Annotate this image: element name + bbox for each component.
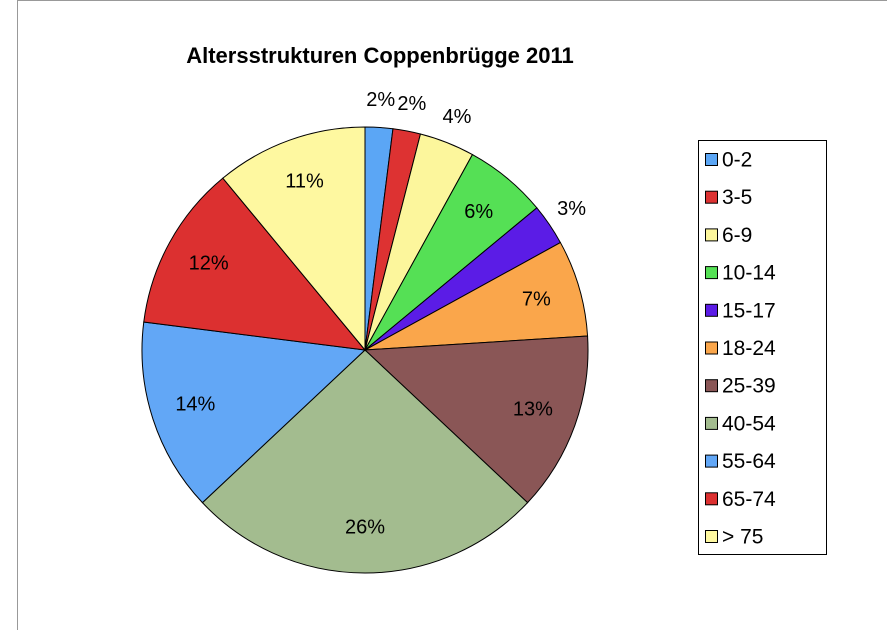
pie-slice bbox=[141, 321, 367, 504]
pie-slice bbox=[222, 126, 366, 352]
legend-swatch bbox=[705, 190, 718, 204]
slice-label: 2% bbox=[397, 93, 426, 115]
legend-label: 6-9 bbox=[722, 224, 752, 247]
legend-label: 55-64 bbox=[722, 450, 776, 473]
legend-swatch bbox=[705, 341, 718, 355]
legend-label: 3-5 bbox=[722, 186, 752, 209]
legend-swatch bbox=[705, 379, 718, 393]
chart-title: Altersstrukturen Coppenbrügge 2011 bbox=[186, 43, 574, 68]
slice-label: 13% bbox=[513, 399, 553, 421]
slice-label: 14% bbox=[175, 393, 215, 415]
legend-label: 40-54 bbox=[722, 412, 776, 435]
slice-label: 11% bbox=[285, 170, 324, 192]
slice-label: 3% bbox=[557, 198, 586, 220]
slice-label: 4% bbox=[442, 106, 471, 128]
slice-label: 2% bbox=[366, 89, 395, 111]
slice-label: 7% bbox=[522, 289, 551, 311]
slice-label: 12% bbox=[189, 252, 229, 274]
slice-label: 6% bbox=[464, 201, 493, 223]
legend-box bbox=[698, 140, 827, 555]
legend-label: 65-74 bbox=[722, 488, 776, 511]
pie-slice bbox=[201, 349, 529, 574]
legend-swatch bbox=[705, 228, 718, 242]
legend-swatch bbox=[705, 416, 718, 430]
legend-swatch bbox=[705, 266, 718, 280]
legend-swatch bbox=[705, 303, 718, 317]
legend-swatch bbox=[705, 530, 718, 543]
legend-label: 25-39 bbox=[722, 375, 776, 398]
legend-label: 10-14 bbox=[722, 262, 776, 285]
legend-label: 15-17 bbox=[722, 299, 776, 322]
pie-slice bbox=[143, 177, 367, 351]
legend-label: 18-24 bbox=[722, 337, 776, 360]
slice-label: 26% bbox=[345, 517, 385, 539]
legend-label: 0-2 bbox=[722, 149, 752, 172]
legend-label: > 75 bbox=[722, 526, 763, 549]
legend-swatch bbox=[705, 153, 718, 166]
legend-swatch bbox=[705, 492, 718, 506]
pie-slice bbox=[363, 335, 589, 504]
legend-swatch bbox=[705, 454, 718, 468]
